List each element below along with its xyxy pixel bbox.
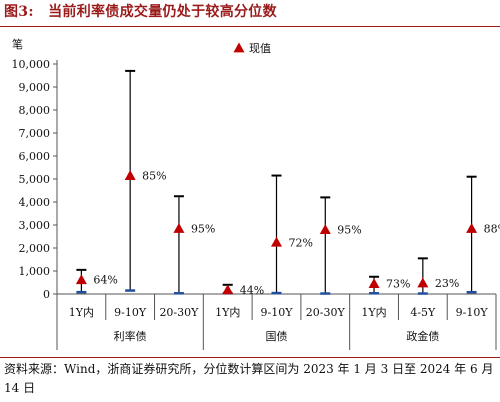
percentile-label: 64% xyxy=(93,274,117,287)
legend: 现值 xyxy=(233,42,271,55)
y-tick-label: 7,000 xyxy=(19,127,51,140)
percentile-labels: 64% 85% 95% 44% 72% 95% 73% 23% 88% xyxy=(93,170,500,297)
current-value-marker xyxy=(271,236,282,247)
y-tick-label: 2,000 xyxy=(19,242,51,255)
x-category-label: 9-10Y xyxy=(456,306,489,319)
percentile-label: 44% xyxy=(240,284,264,297)
title-rule xyxy=(0,26,500,27)
x-group-label: 国债 xyxy=(266,329,288,343)
chart: 0 1,000 2,000 3,000 4,000 5,000 6,000 7,000 8,00… xyxy=(12,37,500,350)
x-group-label: 利率债 xyxy=(114,329,147,343)
current-value-marker xyxy=(466,222,478,233)
current-value-marker xyxy=(319,224,331,234)
x-category-label: 1Y内 xyxy=(69,305,94,319)
x-category-label: 9-10Y xyxy=(114,306,147,319)
y-tick-label: 0 xyxy=(43,288,50,301)
x-category-label: 9-10Y xyxy=(261,306,294,319)
y-unit-label: 笔 xyxy=(12,37,23,51)
current-value-markers xyxy=(75,170,478,295)
y-tick-label: 3,000 xyxy=(19,219,51,232)
source-rule xyxy=(0,357,500,358)
source-note: 资料来源：Wind，浙商证券研究所，分位数计算区间为 2023 年 1 月 3 … xyxy=(4,362,494,395)
percentile-label: 95% xyxy=(191,222,215,235)
x-category-label: 1Y内 xyxy=(361,305,386,319)
x-axis: 1Y内 9-10Y 20-30Y 1Y内 9-10Y 20-30Y 1Y内 4-5Y 9-10Y… xyxy=(56,294,497,350)
x-category-label: 20-30Y xyxy=(306,306,346,319)
range-bars xyxy=(76,69,477,295)
current-value-marker xyxy=(222,284,234,295)
current-value-marker xyxy=(368,278,380,289)
y-tick-label: 5,000 xyxy=(19,173,51,186)
current-value-marker xyxy=(173,222,185,233)
x-category-label: 1Y内 xyxy=(215,305,240,319)
y-axis: 0 1,000 2,000 3,000 4,000 5,000 6,000 7,000 8,00… xyxy=(12,37,57,301)
y-tick-label: 6,000 xyxy=(19,150,51,163)
figure-title: 图3: 当前利率债成交量仍处于较高分位数 xyxy=(4,4,277,20)
percentile-label: 73% xyxy=(386,278,410,291)
legend-marker xyxy=(233,42,245,53)
y-tick-label: 4,000 xyxy=(19,196,51,209)
percentile-label: 88% xyxy=(484,222,500,235)
current-value-marker xyxy=(124,170,136,180)
legend-label: 现值 xyxy=(249,42,271,55)
percentile-label: 85% xyxy=(142,170,166,183)
y-tick-label: 1,000 xyxy=(19,265,51,278)
current-value-marker xyxy=(75,274,87,285)
y-tick-label: 8,000 xyxy=(19,104,51,117)
x-category-label: 20-30Y xyxy=(159,306,199,319)
x-category-label: 4-5Y xyxy=(410,306,436,319)
y-tick-label: 10,000 xyxy=(12,58,51,71)
percentile-label: 72% xyxy=(289,236,313,249)
percentile-label: 95% xyxy=(337,224,361,237)
percentile-label: 23% xyxy=(435,277,459,290)
current-value-marker xyxy=(417,277,429,288)
x-group-label: 政金债 xyxy=(406,329,439,343)
y-tick-label: 9,000 xyxy=(19,81,51,94)
